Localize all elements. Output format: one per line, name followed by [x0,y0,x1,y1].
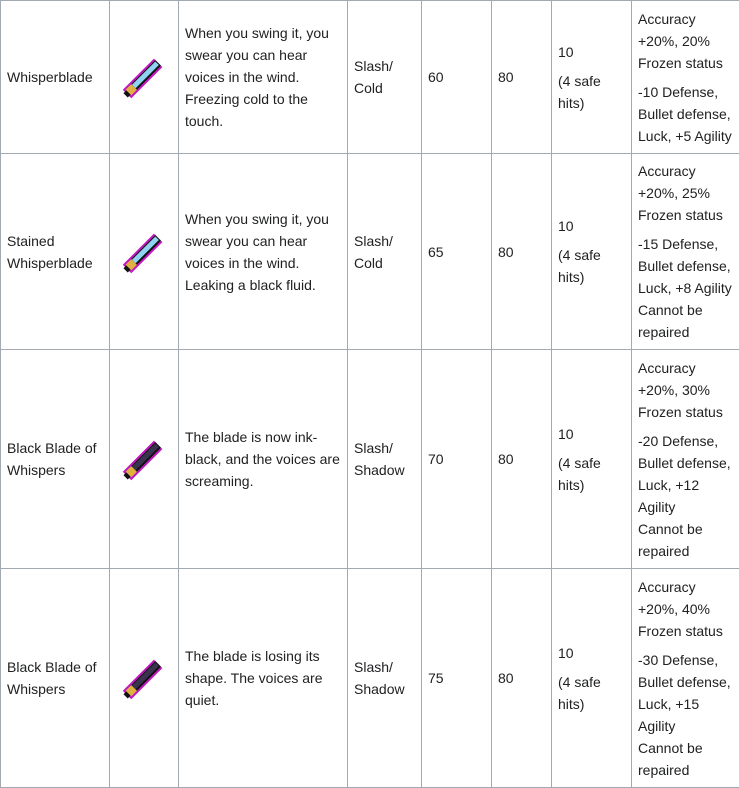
effects: Accuracy +20%, 40% Frozen status -30 Defe… [632,569,739,788]
damage-value: 65 [422,154,492,350]
durability: 10 (4 safe hits) [552,569,632,788]
stained-whisperblade-sprite-icon [116,224,172,280]
black-blade-sprite-icon [116,650,172,706]
table-row: Black Blade of Whispers The blade is now… [1,350,739,569]
durability-note: (4 safe hits) [558,244,625,288]
weapon-sprite-cell [110,569,179,788]
effects: Accuracy +20%, 25% Frozen status -15 Defe… [632,154,739,350]
damage-value: 60 [422,1,492,154]
weapon-description: When you swing it, you swear you can hea… [179,154,348,350]
effects: Accuracy +20%, 30% Frozen status -20 Defe… [632,350,739,569]
weapon-sprite-cell [110,154,179,350]
table-row: Whisperblade When you swing it, you swea… [1,1,739,154]
stat-value: 80 [492,350,552,569]
effect-stats: -20 Defense, Bullet defense, Luck, +12 A… [638,430,733,518]
durability: 10 (4 safe hits) [552,350,632,569]
weapon-description: The blade is now ink-black, and the voic… [179,350,348,569]
effect-stats: -15 Defense, Bullet defense, Luck, +8 Ag… [638,233,733,299]
weapon-description: The blade is losing its shape. The voice… [179,569,348,788]
damage-type: Slash/ Cold [348,154,422,350]
weapon-name: Whisperblade [1,1,110,154]
durability-value: 10 [558,215,625,237]
stat-value: 80 [492,569,552,788]
table-row: Black Blade of Whispers The blade is los… [1,569,739,788]
weapon-name: Black Blade of Whispers [1,569,110,788]
stat-value: 80 [492,1,552,154]
damage-type: Slash/ Shadow [348,350,422,569]
effect-accuracy: Accuracy +20%, 25% Frozen status [638,160,733,226]
durability-note: (4 safe hits) [558,452,625,496]
effect-stats: -30 Defense, Bullet defense, Luck, +15 A… [638,649,733,737]
durability-note: (4 safe hits) [558,671,625,715]
black-blade-sprite-icon [116,431,172,487]
effect-accuracy: Accuracy +20%, 20% Frozen status [638,8,733,74]
table-row: Stained Whisperblade When you swing it, … [1,154,739,350]
damage-type: Slash/ Shadow [348,569,422,788]
durability: 10 (4 safe hits) [552,1,632,154]
damage-value: 70 [422,350,492,569]
stat-value: 80 [492,154,552,350]
weapon-sprite-cell [110,350,179,569]
effect-note: Cannot be repaired [638,737,733,781]
durability-note: (4 safe hits) [558,70,625,114]
weapon-description: When you swing it, you swear you can hea… [179,1,348,154]
effects: Accuracy +20%, 20% Frozen status -10 Defe… [632,1,739,154]
effect-accuracy: Accuracy +20%, 30% Frozen status [638,357,733,423]
whisperblade-sprite-icon [116,49,172,105]
effect-stats: -10 Defense, Bullet defense, Luck, +5 Ag… [638,81,733,147]
durability-value: 10 [558,41,625,63]
weapon-name: Black Blade of Whispers [1,350,110,569]
effect-note: Cannot be repaired [638,518,733,562]
effect-note: Cannot be repaired [638,299,733,343]
durability-value: 10 [558,423,625,445]
weapon-name: Stained Whisperblade [1,154,110,350]
damage-value: 75 [422,569,492,788]
damage-type: Slash/ Cold [348,1,422,154]
weapon-sprite-cell [110,1,179,154]
durability-value: 10 [558,642,625,664]
durability: 10 (4 safe hits) [552,154,632,350]
effect-accuracy: Accuracy +20%, 40% Frozen status [638,576,733,642]
